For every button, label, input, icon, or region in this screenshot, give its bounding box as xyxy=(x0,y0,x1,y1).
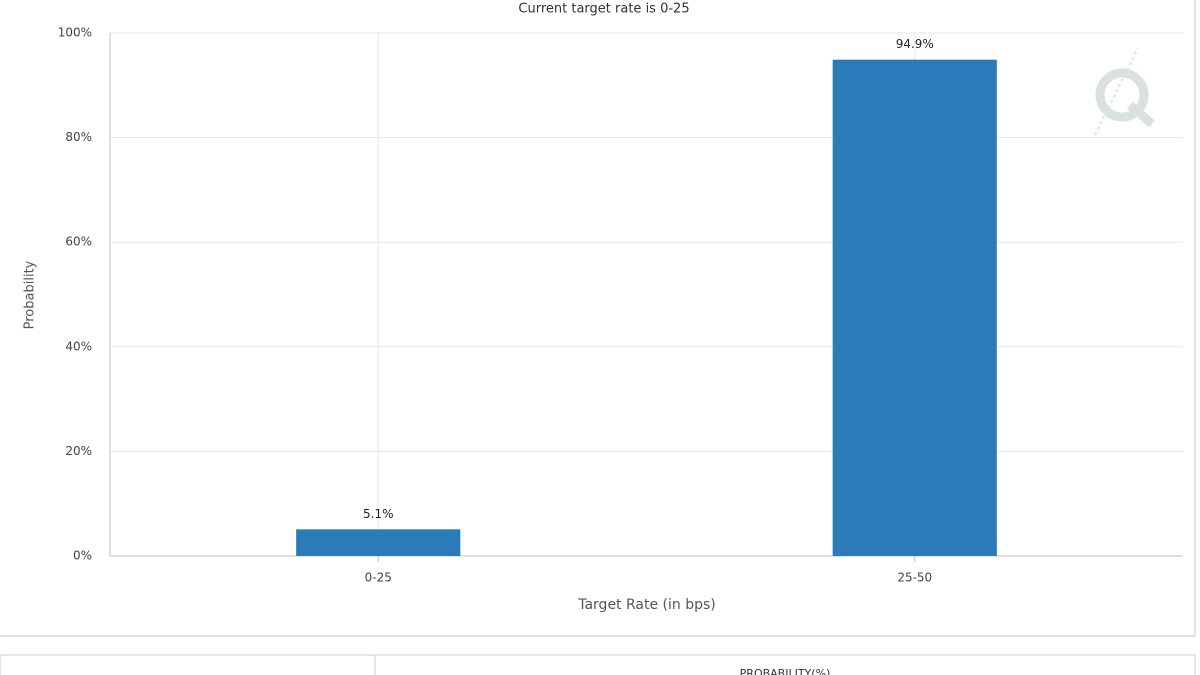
y-tick-label: 100% xyxy=(58,26,92,40)
bar xyxy=(832,59,997,556)
chart-frame xyxy=(0,0,1196,637)
chart-subtitle: Current target rate is 0-25 xyxy=(518,2,689,17)
y-tick-label: 40% xyxy=(65,339,92,353)
x-tick-label: 0-25 xyxy=(365,571,392,585)
y-tick-label: 20% xyxy=(65,444,92,458)
y-tick-label: 80% xyxy=(65,130,92,144)
y-tick-label: 0% xyxy=(73,549,92,563)
table-header: PROBABILITY(%) xyxy=(740,667,831,675)
table-cell xyxy=(374,654,1196,675)
bar xyxy=(296,529,461,556)
value-label: 94.9% xyxy=(896,37,934,51)
x-tick-label: 25-50 xyxy=(897,571,932,585)
value-label: 5.1% xyxy=(363,507,394,521)
y-axis-label: Probability xyxy=(23,260,38,329)
logo xyxy=(1094,47,1155,136)
table-cell xyxy=(0,654,376,675)
y-tick-label: 60% xyxy=(65,235,92,249)
x-axis-label: Target Rate (in bps) xyxy=(577,597,716,613)
